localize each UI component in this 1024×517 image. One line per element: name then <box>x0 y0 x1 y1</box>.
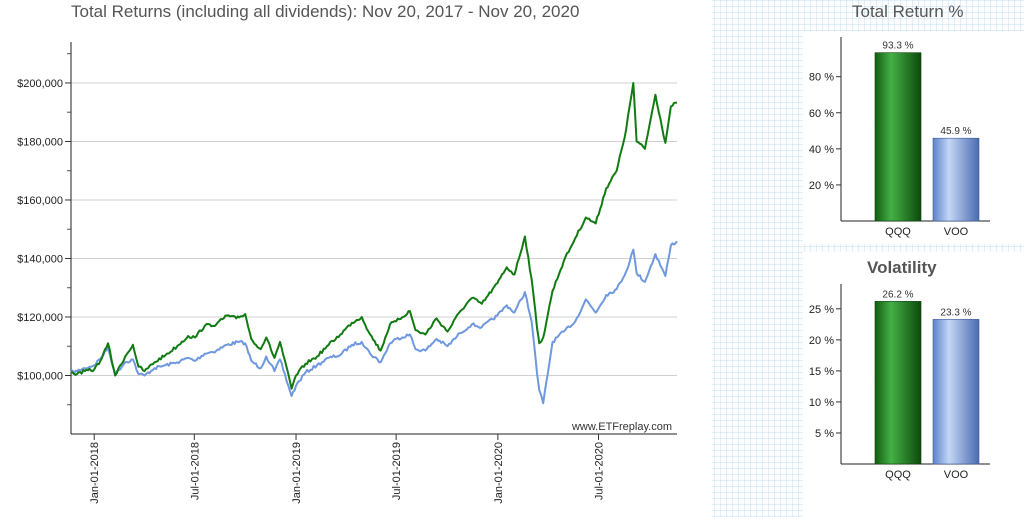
x-tick-label: Jul-01-2018 <box>189 442 201 500</box>
x-tick-label: Jul-01-2020 <box>593 442 605 500</box>
main-chart-panel: Total Returns (including all dividends):… <box>17 2 678 504</box>
y-tick-label: $100,000 <box>17 370 63 382</box>
series-line-qqq <box>70 82 678 390</box>
main-chart: $100,000 $120,000 $140,000 $160,000 $180,000… <box>17 42 678 504</box>
vol-chart-panel <box>803 252 1024 517</box>
y-tick-label: $200,000 <box>17 78 63 90</box>
x-tick-label: Jul-01-2019 <box>391 442 403 500</box>
return-chart-title: Total Return % <box>852 2 964 21</box>
y-tick-label: $140,000 <box>17 253 63 265</box>
y-tick-label: $180,000 <box>17 136 63 148</box>
x-tick-label: Jan-01-2018 <box>89 442 101 504</box>
watermark: www.ETFreplay.com <box>571 421 672 433</box>
x-tick-label: Jan-01-2020 <box>493 442 505 504</box>
y-tick-label: $120,000 <box>17 312 63 324</box>
series-line-voo <box>70 240 678 405</box>
main-chart-title: Total Returns (including all dividends):… <box>71 2 580 21</box>
vol-chart-title: Volatility <box>867 258 937 277</box>
y-tick-label: $160,000 <box>17 195 63 207</box>
x-tick-label: Jan-01-2019 <box>291 442 303 504</box>
return-chart-panel <box>803 31 1024 244</box>
